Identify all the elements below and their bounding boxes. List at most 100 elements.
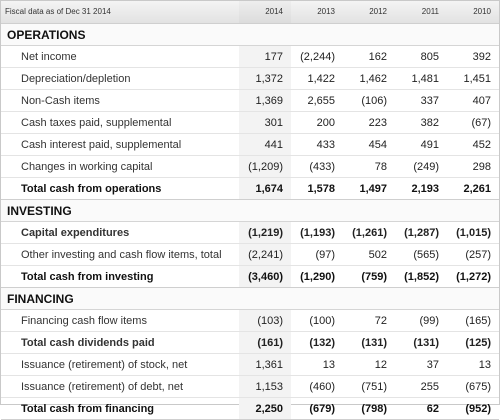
cell-value: 2,250 <box>239 397 291 420</box>
row-label: Other investing and cash flow items, tot… <box>1 243 239 266</box>
fiscal-date-label: Fiscal data as of Dec 31 2014 <box>1 1 239 24</box>
cell-value: 1,372 <box>239 67 291 90</box>
row-label: Changes in working capital <box>1 155 239 178</box>
cell-value: 62 <box>395 397 447 420</box>
table-row: Issuance (retirement) of stock, net 1,36… <box>1 353 499 376</box>
cell-value: 1,361 <box>239 353 291 376</box>
cell-value: (161) <box>239 331 291 354</box>
cell-value: (1,193) <box>291 221 343 244</box>
row-label: Issuance (retirement) of debt, net <box>1 375 239 398</box>
year-header-2011: 2011 <box>395 1 447 24</box>
row-label: Cash interest paid, supplemental <box>1 133 239 156</box>
cell-value: 78 <box>343 155 395 178</box>
cell-value: 382 <box>395 111 447 134</box>
year-header-2013: 2013 <box>291 1 343 24</box>
row-label: Total cash from financing <box>1 397 239 420</box>
cell-value: 223 <box>343 111 395 134</box>
row-label: Total cash dividends paid <box>1 331 239 354</box>
cell-value: 1,674 <box>239 177 291 200</box>
year-header-2010: 2010 <box>447 1 499 24</box>
cell-value: 454 <box>343 133 395 156</box>
table-row: Cash taxes paid, supplemental 301 200 22… <box>1 111 499 134</box>
cell-value: 1,422 <box>291 67 343 90</box>
cell-value: 337 <box>395 89 447 112</box>
cell-value: 255 <box>395 375 447 398</box>
cell-value: 177 <box>239 45 291 68</box>
cell-value: (1,209) <box>239 155 291 178</box>
row-label: Issuance (retirement) of stock, net <box>1 353 239 376</box>
year-header-2012: 2012 <box>343 1 395 24</box>
cell-value: (131) <box>395 331 447 354</box>
table-header-row: Fiscal data as of Dec 31 2014 2014 2013 … <box>1 1 499 24</box>
cell-value: 2,193 <box>395 177 447 200</box>
row-label: Net income <box>1 45 239 68</box>
cell-value: (131) <box>343 331 395 354</box>
cell-value: 12 <box>343 353 395 376</box>
cell-value: 1,153 <box>239 375 291 398</box>
cell-value: 433 <box>291 133 343 156</box>
cell-value: (3,460) <box>239 265 291 288</box>
cell-value: (675) <box>447 375 499 398</box>
cell-value: 298 <box>447 155 499 178</box>
cell-value: 200 <box>291 111 343 134</box>
cell-value: (1,015) <box>447 221 499 244</box>
cell-value: (433) <box>291 155 343 178</box>
section-title: FINANCING <box>1 287 499 310</box>
cell-value: (1,287) <box>395 221 447 244</box>
cell-value: (679) <box>291 397 343 420</box>
total-row-operations: Total cash from operations 1,674 1,578 1… <box>1 177 499 200</box>
cell-value: (1,290) <box>291 265 343 288</box>
cell-value: (67) <box>447 111 499 134</box>
table-row: Other investing and cash flow items, tot… <box>1 243 499 266</box>
cell-value: (103) <box>239 309 291 332</box>
cell-value: 1,462 <box>343 67 395 90</box>
cell-value: 13 <box>291 353 343 376</box>
cell-value: (460) <box>291 375 343 398</box>
row-label: Cash taxes paid, supplemental <box>1 111 239 134</box>
cell-value: 1,451 <box>447 67 499 90</box>
cell-value: (1,219) <box>239 221 291 244</box>
cell-value: 502 <box>343 243 395 266</box>
table-row: Non-Cash items 1,369 2,655 (106) 337 407 <box>1 89 499 112</box>
cell-value: (1,272) <box>447 265 499 288</box>
cell-value: 301 <box>239 111 291 134</box>
cell-value: (100) <box>291 309 343 332</box>
cell-value: 1,481 <box>395 67 447 90</box>
cell-value: 805 <box>395 45 447 68</box>
row-label: Depreciation/depletion <box>1 67 239 90</box>
cell-value: (798) <box>343 397 395 420</box>
cell-value: (106) <box>343 89 395 112</box>
cell-value: (165) <box>447 309 499 332</box>
cell-value: 37 <box>395 353 447 376</box>
cell-value: (2,241) <box>239 243 291 266</box>
row-label: Total cash from investing <box>1 265 239 288</box>
cell-value: 452 <box>447 133 499 156</box>
row-label: Financing cash flow items <box>1 309 239 332</box>
cell-value: (125) <box>447 331 499 354</box>
cell-value: (1,852) <box>395 265 447 288</box>
cell-value: 2,261 <box>447 177 499 200</box>
cell-value: 162 <box>343 45 395 68</box>
section-header-investing: INVESTING <box>1 199 499 222</box>
row-label: Total cash from operations <box>1 177 239 200</box>
cell-value: (565) <box>395 243 447 266</box>
table-row: Capital expenditures (1,219) (1,193) (1,… <box>1 221 499 244</box>
row-label: Capital expenditures <box>1 221 239 244</box>
cell-value: (952) <box>447 397 499 420</box>
total-row-investing: Total cash from investing (3,460) (1,290… <box>1 265 499 288</box>
year-header-2014: 2014 <box>239 1 291 24</box>
cell-value: (99) <box>395 309 447 332</box>
table-row: Net income 177 (2,244) 162 805 392 <box>1 45 499 68</box>
cell-value: 1,497 <box>343 177 395 200</box>
cell-value: (249) <box>395 155 447 178</box>
section-title: INVESTING <box>1 199 499 222</box>
cell-value: (257) <box>447 243 499 266</box>
cell-value: (132) <box>291 331 343 354</box>
section-header-operations: OPERATIONS <box>1 23 499 46</box>
cell-value: (97) <box>291 243 343 266</box>
cell-value: 13 <box>447 353 499 376</box>
cell-value: (1,261) <box>343 221 395 244</box>
table-row: Cash interest paid, supplemental 441 433… <box>1 133 499 156</box>
